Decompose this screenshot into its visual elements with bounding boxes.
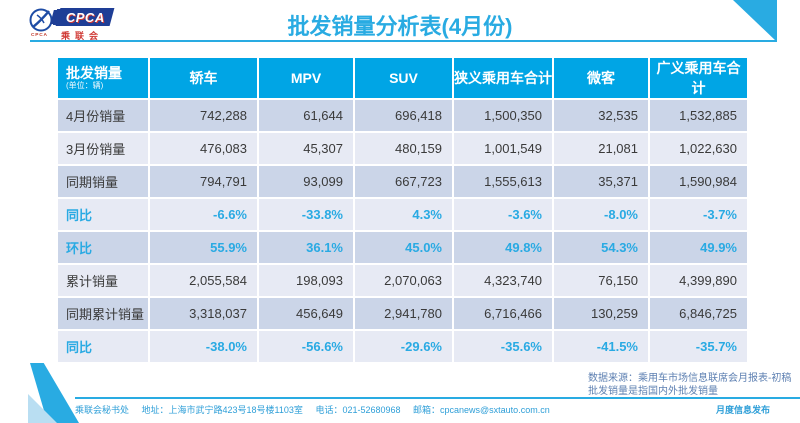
cell-value: 2,070,063 (355, 265, 452, 296)
cell-value: -56.6% (259, 331, 353, 362)
page-title: 批发销量分析表(4月份) (287, 14, 513, 39)
cell-value: -29.6% (355, 331, 452, 362)
cell-value: 1,532,885 (650, 100, 747, 131)
logo-chinese-name: 乘联会 (61, 31, 104, 41)
table-row-same-period-sales: 同期销量 794,791 93,099 667,723 1,555,613 35… (58, 166, 747, 197)
row-label: 同比 (58, 199, 148, 230)
header-divider (30, 40, 777, 42)
cell-value: 45,307 (259, 133, 353, 164)
row-label: 3月份销量 (58, 133, 148, 164)
footer-address: 地址：上海市武宁路423号18号楼1103室 (141, 405, 303, 415)
cell-value: 1,500,350 (454, 100, 552, 131)
header-cell: 广义乘用车合计 (650, 58, 747, 98)
header-cell: 狭义乘用车合计 (454, 58, 552, 98)
footer-secretariat: 乘联会秘书处 (75, 405, 130, 415)
row-label: 同比 (58, 331, 148, 362)
row-label: 环比 (58, 232, 148, 263)
cell-value: 1,555,613 (454, 166, 552, 197)
cell-value: 35,371 (554, 166, 648, 197)
data-source-line1: 数据来源：乘用车市场信息联席会月报表-初稿 (588, 373, 792, 384)
table-row-cumulative-yoy: 同比 -38.0% -56.6% -29.6% -35.6% -41.5% -3… (58, 331, 747, 362)
cell-value: 2,941,780 (355, 298, 452, 329)
cell-value: -6.6% (150, 199, 257, 230)
cell-value: -41.5% (554, 331, 648, 362)
cell-value: 76,150 (554, 265, 648, 296)
header-cell: SUV (355, 58, 452, 98)
table-row-april-sales: 4月份销量 742,288 61,644 696,418 1,500,350 3… (58, 100, 747, 131)
header-cell: MPV (259, 58, 353, 98)
cell-value: 54.3% (554, 232, 648, 263)
footer-divider (75, 397, 800, 399)
cell-value: 480,159 (355, 133, 452, 164)
footer-email: 邮箱：cpcanews@sxtauto.com.cn (413, 405, 550, 415)
cell-value: 55.9% (150, 232, 257, 263)
header-cell: 微客 (554, 58, 648, 98)
cell-value: 456,649 (259, 298, 353, 329)
logo-subtext: CPCA (31, 33, 48, 38)
cell-value: -8.0% (554, 199, 648, 230)
cell-value: 93,099 (259, 166, 353, 197)
cell-value: 6,846,725 (650, 298, 747, 329)
table-row-yoy: 同比 -6.6% -33.8% 4.3% -3.6% -8.0% -3.7% (58, 199, 747, 230)
cell-value: 1,022,630 (650, 133, 747, 164)
cell-value: -38.0% (150, 331, 257, 362)
cell-value: 45.0% (355, 232, 452, 263)
cell-value: 21,081 (554, 133, 648, 164)
footer-phone: 电话：021-52680968 (315, 405, 401, 415)
row-label: 累计销量 (58, 265, 148, 296)
cell-value: 1,590,984 (650, 166, 747, 197)
cell-value: 667,723 (355, 166, 452, 197)
row-label: 同期销量 (58, 166, 148, 197)
cell-value: 61,644 (259, 100, 353, 131)
table-row-mom: 环比 55.9% 36.1% 45.0% 49.8% 54.3% 49.9% (58, 232, 747, 263)
cell-value: 6,716,466 (454, 298, 552, 329)
table-row-cumulative-sales: 累计销量 2,055,584 198,093 2,070,063 4,323,7… (58, 265, 747, 296)
footer: 乘联会秘书处 地址：上海市武宁路423号18号楼1103室 电话：021-526… (75, 403, 770, 416)
row-label: 同期累计销量 (58, 298, 148, 329)
cell-value: 49.8% (454, 232, 552, 263)
table-row-march-sales: 3月份销量 476,083 45,307 480,159 1,001,549 2… (58, 133, 747, 164)
cell-value: 4.3% (355, 199, 452, 230)
cell-value: 4,323,740 (454, 265, 552, 296)
cpca-logo: CPCA CPCA 乘联会 (28, 5, 138, 43)
footer-release-label: 月度信息发布 (715, 405, 770, 415)
cell-value: -3.6% (454, 199, 552, 230)
cell-value: 36.1% (259, 232, 353, 263)
cell-value: 49.9% (650, 232, 747, 263)
data-source-note: 数据来源：乘用车市场信息联席会月报表-初稿 批发销量是指国内外批发销量 (588, 372, 791, 398)
cell-value: 476,083 (150, 133, 257, 164)
cell-value: 794,791 (150, 166, 257, 197)
table-header-row: 批发销量 (单位：辆) 轿车 MPV SUV 狭义乘用车合计 微客 广义乘用车合… (58, 58, 747, 98)
cell-value: 130,259 (554, 298, 648, 329)
cell-value: 198,093 (259, 265, 353, 296)
cell-value: 696,418 (355, 100, 452, 131)
data-source-line2: 批发销量是指国内外批发销量 (588, 386, 718, 397)
cpca-emblem-icon (28, 7, 54, 38)
cell-value: -3.7% (650, 199, 747, 230)
table-row-same-period-cumulative: 同期累计销量 3,318,037 456,649 2,941,780 6,716… (58, 298, 747, 329)
cell-value: 2,055,584 (150, 265, 257, 296)
cell-value: 1,001,549 (454, 133, 552, 164)
footer-contact: 乘联会秘书处 地址：上海市武宁路423号18号楼1103室 电话：021-526… (75, 403, 560, 416)
header-cell-metric: 批发销量 (单位：辆) (58, 58, 148, 98)
cell-value: -35.6% (454, 331, 552, 362)
row-label: 4月份销量 (58, 100, 148, 131)
cell-value: -35.7% (650, 331, 747, 362)
sales-table: 批发销量 (单位：辆) 轿车 MPV SUV 狭义乘用车合计 微客 广义乘用车合… (58, 58, 747, 362)
unit-label: (单位：辆) (66, 80, 104, 90)
cell-value: 3,318,037 (150, 298, 257, 329)
header-cell: 轿车 (150, 58, 257, 98)
cell-value: 4,399,890 (650, 265, 747, 296)
cell-value: 742,288 (150, 100, 257, 131)
cell-value: 32,535 (554, 100, 648, 131)
cell-value: -33.8% (259, 199, 353, 230)
